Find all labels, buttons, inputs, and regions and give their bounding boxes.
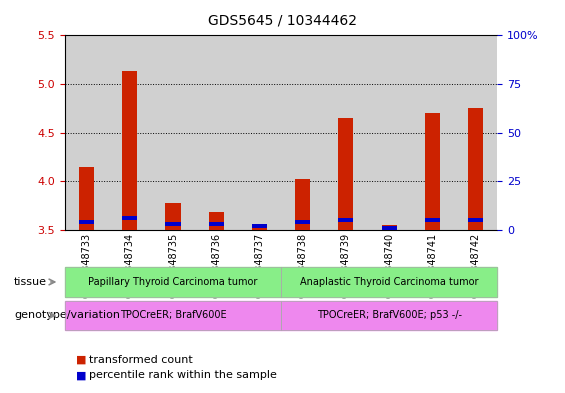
Bar [425,113,440,230]
Bar [208,212,224,230]
Text: Papillary Thyroid Carcinoma tumor: Papillary Thyroid Carcinoma tumor [88,277,258,287]
Bar [65,35,108,230]
Bar [151,35,194,230]
Bar [338,218,354,222]
Bar [238,35,281,230]
Bar [324,35,368,230]
Text: ■: ■ [76,370,87,380]
Text: TPOCreER; BrafV600E; p53 -/-: TPOCreER; BrafV600E; p53 -/- [316,310,462,320]
Bar [194,35,238,230]
Bar [381,226,397,230]
Bar [295,220,310,224]
Text: transformed count: transformed count [89,354,193,365]
Bar [122,216,137,220]
Bar [79,167,94,230]
Bar [411,35,454,230]
Bar [166,222,181,226]
Text: Anaplastic Thyroid Carcinoma tumor: Anaplastic Thyroid Carcinoma tumor [300,277,479,287]
Bar [208,222,224,226]
Text: genotype/variation: genotype/variation [14,310,120,320]
Bar [252,225,267,230]
Bar [281,35,324,230]
Bar [381,225,397,230]
Bar [295,179,310,230]
Bar [166,203,181,230]
Bar [367,35,411,230]
Bar [468,108,483,230]
Bar [122,72,137,230]
Bar [338,118,354,230]
Text: TPOCreER; BrafV600E: TPOCreER; BrafV600E [120,310,227,320]
Bar [79,220,94,224]
Bar [425,218,440,222]
Text: percentile rank within the sample: percentile rank within the sample [89,370,277,380]
Text: tissue: tissue [14,277,47,287]
Bar [468,218,483,222]
Bar [108,35,151,230]
Text: ■: ■ [76,354,87,365]
Bar [252,224,267,228]
Text: GDS5645 / 10344462: GDS5645 / 10344462 [208,14,357,28]
Bar [454,35,497,230]
